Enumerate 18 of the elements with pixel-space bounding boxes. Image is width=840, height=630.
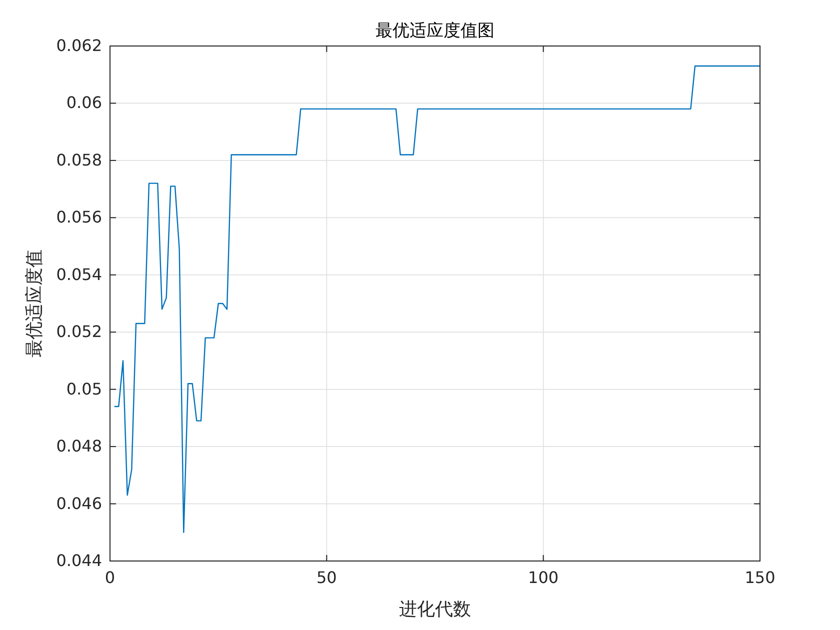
y-tick-label: 0.052	[56, 322, 102, 342]
chart-title: 最优适应度值图	[376, 21, 494, 41]
x-tick-label: 0	[104, 568, 116, 587]
y-tick-label: 0.046	[56, 494, 102, 513]
line-series	[114, 65, 761, 533]
y-tick-label: 0.058	[56, 150, 102, 170]
x-tick-label: 100	[528, 568, 559, 587]
y-tick-label: 0.062	[56, 36, 102, 55]
y-tick-label: 0.05	[66, 379, 102, 398]
x-tick-label: 50	[316, 568, 337, 587]
y-tick-label: 0.048	[56, 436, 102, 456]
x-tick-label: 150	[744, 568, 776, 587]
y-tick-label: 0.06	[66, 93, 102, 112]
x-axis-title: 进化代数	[399, 599, 471, 620]
y-tick-label: 0.056	[56, 208, 102, 227]
y-tick-label: 0.054	[56, 264, 102, 284]
y-tick-label: 0.044	[56, 551, 102, 570]
y-axis-title: 最优适应度值	[24, 250, 45, 358]
